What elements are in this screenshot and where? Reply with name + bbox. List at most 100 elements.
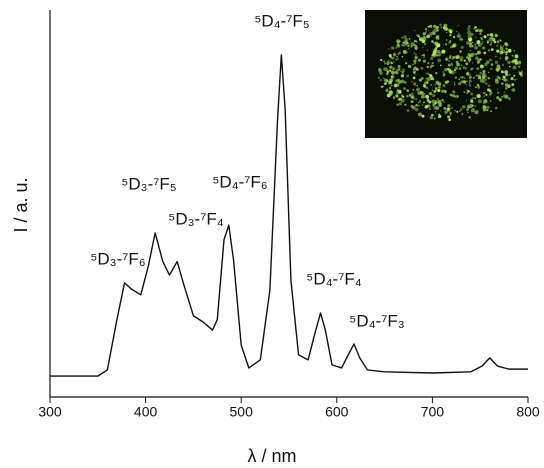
inset-dot [479,71,483,75]
inset-dot [474,105,477,107]
inset-dot [444,27,449,31]
inset-dot [445,58,448,61]
inset-dot [496,49,500,53]
x-tick-label: 500 [230,404,254,420]
inset-dot [431,61,434,65]
inset-dot [384,62,387,65]
inset-dot [453,84,456,86]
inset-dot [428,104,431,107]
inset-dot [388,48,390,50]
inset-dot [449,69,452,71]
inset-dot [396,39,400,44]
inset-dot [417,101,420,104]
inset-dot [472,101,474,103]
inset-dot [407,64,412,69]
inset-dot [508,73,511,76]
inset-dot [479,76,482,79]
inset-dot [466,41,470,45]
inset-dot [476,50,481,55]
inset-dot [465,80,468,83]
inset-dot [379,71,383,75]
inset-dot [460,108,463,111]
inset-dot [481,37,483,40]
inset-dot [413,66,417,70]
inset-dot [474,97,477,100]
inset-dot [449,111,452,115]
inset-dot [416,34,420,37]
inset-dot [498,98,502,101]
inset-dot [449,34,452,37]
inset-dot [505,47,508,50]
inset-dot [503,91,506,93]
inset-dot [420,77,424,80]
inset-dot [467,29,470,32]
inset-dot [489,93,492,96]
inset-dot [518,71,520,73]
inset-dot [431,89,434,92]
inset-dot [484,75,488,78]
inset-dot [433,50,438,55]
inset-dot [482,80,486,84]
inset-dot [474,43,477,46]
inset-dot [435,106,440,110]
inset-dot [402,50,407,54]
inset-dot [514,78,516,81]
inset-dot [459,56,464,61]
inset-dot [400,74,405,78]
inset-dot [446,31,448,34]
inset-dot [494,33,498,38]
x-axis-label: λ / nm [247,446,296,466]
inset-dot [406,74,409,78]
inset-dot [414,55,418,60]
inset-dot [431,40,434,43]
inset-dot [446,80,449,83]
inset-dot [388,54,392,58]
inset-dot [467,111,469,114]
inset-dot [395,90,400,95]
inset-dot [406,94,409,98]
inset-dot [460,80,464,84]
inset-dot [501,82,503,85]
inset-dot [437,100,442,104]
inset-dot [462,66,466,69]
inset-dot [467,90,470,93]
x-tick-label: 400 [134,404,158,420]
inset-dot [417,91,421,95]
inset-dot [443,89,447,94]
inset-dot [480,36,482,39]
inset-dot [443,106,447,111]
inset-dot [484,78,487,82]
inset-dot [490,92,493,94]
peak-label: ⁵D₄-⁷F₆ [212,172,267,191]
inset-dot [468,61,471,63]
inset-dot [477,85,481,89]
inset-dot [414,62,417,65]
inset-dot [472,97,475,100]
inset-dot [416,84,418,87]
inset-dot [460,45,464,49]
inset-dot [453,69,456,72]
inset-dot [426,81,429,84]
inset-dot [470,44,473,47]
inset-dot [471,52,476,56]
inset-dot [493,40,497,44]
inset-dot [433,24,436,28]
inset-dot [410,100,414,104]
inset-dot [378,68,382,72]
inset-dot [441,89,444,92]
inset-dot [422,32,426,36]
inset-dot [499,39,502,42]
inset-dot [483,92,486,95]
inset-dot [436,49,441,54]
inset-dot [476,67,480,71]
inset-dot [429,108,431,111]
inset-dot [437,82,442,86]
inset-dot [454,66,458,70]
inset-dot [413,98,415,100]
inset-dot [452,94,456,98]
inset-dot [380,85,384,89]
inset-dot [457,24,459,27]
inset-dot [447,63,451,67]
inset-dot [482,75,486,80]
inset-dot [414,30,416,32]
